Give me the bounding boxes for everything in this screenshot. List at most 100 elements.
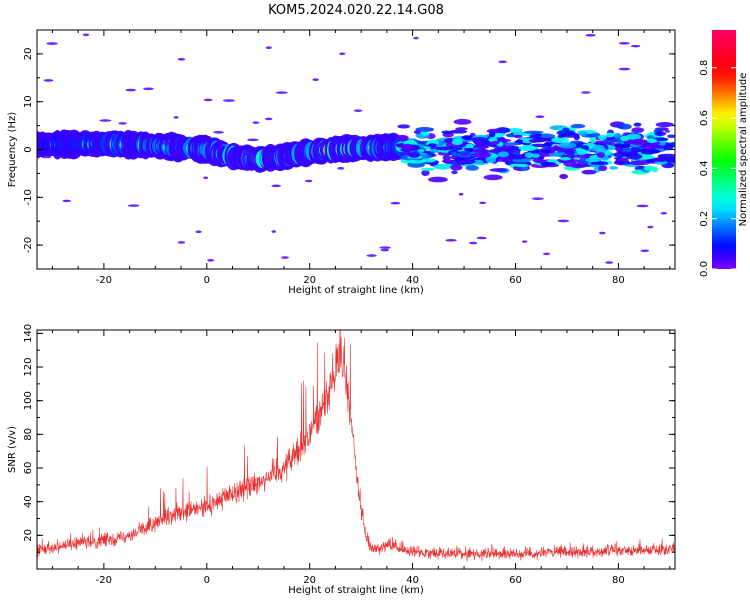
heatmap-cell bbox=[173, 116, 179, 119]
y-axis-label: Frequency (Hz) bbox=[7, 112, 18, 188]
heatmap-cell bbox=[667, 134, 675, 138]
heatmap-cell bbox=[143, 87, 154, 91]
x-tick-label: 80 bbox=[612, 575, 625, 586]
heatmap-cell bbox=[82, 33, 90, 37]
heatmap-cell bbox=[493, 138, 512, 143]
x-axis-label: Height of straight line (km) bbox=[288, 285, 424, 296]
heatmap-cell bbox=[654, 131, 667, 137]
heatmap-cell bbox=[127, 204, 140, 207]
heatmap-cell bbox=[491, 140, 500, 145]
heatmap-cell bbox=[513, 150, 520, 156]
heatmap-cell bbox=[596, 152, 605, 158]
heatmap-cell bbox=[390, 201, 401, 205]
y-tick-label: 20 bbox=[23, 529, 34, 542]
heatmap-cell bbox=[461, 135, 473, 140]
y-tick-label: 100 bbox=[23, 391, 34, 410]
heatmap-cell bbox=[108, 154, 113, 157]
heatmap-cell bbox=[408, 151, 420, 158]
heatmap-cell bbox=[535, 115, 545, 119]
heatmap-cell bbox=[650, 145, 666, 149]
heatmap-cell bbox=[655, 122, 674, 128]
heatmap-cell bbox=[265, 46, 272, 49]
heatmap-cell bbox=[531, 197, 544, 201]
heatmap-cell bbox=[451, 170, 458, 175]
heatmap-cell bbox=[522, 240, 528, 243]
heatmap-cell bbox=[502, 142, 520, 146]
heatmap-cell bbox=[312, 78, 319, 81]
colorbar: 0.0 0.2 0.4 0.6 0.8 Normalized spectral ampli… bbox=[699, 30, 749, 277]
heatmap-cell bbox=[642, 144, 655, 151]
heatmap-cell bbox=[207, 259, 215, 262]
heatmap-cell bbox=[540, 161, 556, 166]
heatmap-cell bbox=[518, 145, 537, 152]
heatmap-cell bbox=[435, 146, 454, 151]
heatmap-cell bbox=[507, 158, 513, 161]
x-tick-label: -20 bbox=[96, 275, 112, 286]
x-tick-label: 0 bbox=[204, 575, 210, 586]
heatmap-cell bbox=[118, 122, 127, 125]
heatmap-cell bbox=[585, 157, 601, 163]
heatmap-cell bbox=[65, 156, 78, 159]
heatmap-cell bbox=[598, 165, 608, 172]
heatmap-cell bbox=[474, 141, 493, 147]
heatmap-cell bbox=[581, 91, 591, 94]
colorbar-tick-label: 0.2 bbox=[699, 211, 710, 227]
heatmap-cell bbox=[203, 176, 209, 180]
heatmap-cell bbox=[41, 155, 52, 159]
heatmap-cell bbox=[441, 159, 455, 164]
y-tick-label: 60 bbox=[23, 462, 34, 475]
heatmap-cell bbox=[213, 131, 224, 134]
heatmap-cell bbox=[498, 60, 507, 64]
y-tick-label: -10 bbox=[23, 189, 34, 205]
heatmap-cell bbox=[86, 153, 98, 157]
heatmap-cell bbox=[633, 122, 642, 127]
heatmap-cell bbox=[523, 130, 544, 134]
heatmap-cell bbox=[590, 161, 609, 166]
heatmap-cell bbox=[171, 153, 177, 157]
heatmap-cell bbox=[562, 127, 570, 132]
snr-chart: -20 0 20 40 60 80 20 40 60 80 100 120 140 Height of s… bbox=[7, 324, 676, 596]
heatmap-cell bbox=[99, 119, 112, 122]
heatmap-cell bbox=[665, 130, 671, 133]
heatmap-cell bbox=[441, 130, 452, 134]
heatmap-cell bbox=[453, 118, 472, 125]
y-tick-label: 140 bbox=[23, 324, 34, 343]
x-tick-label: 60 bbox=[509, 275, 522, 286]
y-tick-label: -20 bbox=[23, 237, 34, 253]
heatmap-cell bbox=[570, 123, 586, 129]
heatmap-cell bbox=[524, 152, 535, 159]
heatmap-cell bbox=[618, 41, 630, 45]
x-tick-label: 0 bbox=[204, 275, 210, 286]
heatmap-cell bbox=[609, 166, 619, 170]
heatmap-cell bbox=[400, 143, 415, 151]
heatmap-cell bbox=[275, 91, 288, 94]
heatmap-cell bbox=[597, 134, 608, 141]
heatmap-cell bbox=[305, 179, 313, 183]
heatmap-cells bbox=[37, 33, 675, 264]
heatmap-cell bbox=[542, 252, 551, 256]
colorbar-tick-label: 0.8 bbox=[699, 60, 710, 76]
heatmap-cell bbox=[630, 138, 648, 146]
heatmap-cell bbox=[506, 146, 523, 152]
heatmap-cell bbox=[469, 241, 478, 245]
heatmap-cell bbox=[421, 169, 430, 177]
heatmap-cell bbox=[585, 34, 596, 37]
heatmap-cell bbox=[589, 136, 597, 144]
heatmap-cell bbox=[413, 36, 419, 40]
heatmap-cell bbox=[177, 57, 186, 61]
heatmap-cell bbox=[578, 131, 588, 136]
x-axis-label: Height of straight line (km) bbox=[288, 585, 424, 596]
heatmap-cell bbox=[645, 138, 658, 144]
heatmap-cell bbox=[471, 159, 485, 165]
heatmap-cell bbox=[479, 201, 487, 205]
heatmap-cell bbox=[640, 249, 650, 253]
heatmap-cell bbox=[442, 155, 451, 161]
heatmap-cell bbox=[458, 192, 464, 196]
heatmap-cell bbox=[485, 156, 497, 164]
heatmap-cell bbox=[421, 167, 435, 172]
heatmap-cell bbox=[433, 163, 452, 170]
heatmap-cell bbox=[195, 230, 202, 234]
heatmap-cell bbox=[558, 142, 577, 149]
heatmap-cell bbox=[557, 134, 565, 139]
heatmap-cell bbox=[465, 165, 479, 171]
